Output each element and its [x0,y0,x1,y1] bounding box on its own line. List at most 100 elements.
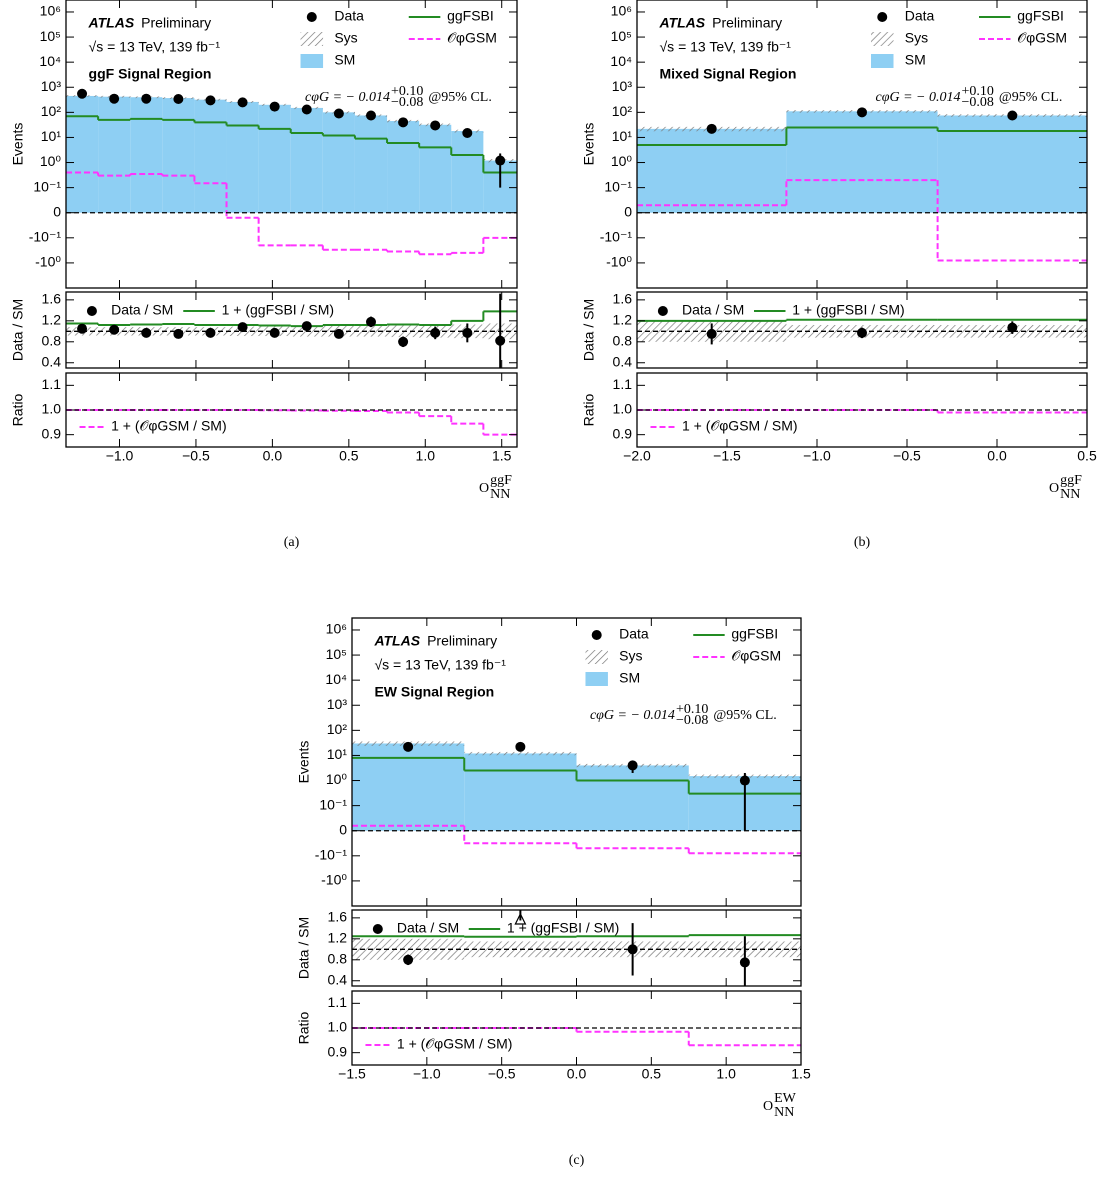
sm-bar [419,124,452,213]
y-axis-label: Data / SM [10,299,26,361]
x-tick-label: 1.5 [791,1066,811,1082]
y-tick-label: 0 [339,821,347,837]
x-tick-label: −1.5 [713,448,741,464]
status-label: Preliminary [141,15,211,31]
legend-label: Data / SM [397,920,459,936]
legend-marker [306,12,317,22]
x-axis-label: O [1049,481,1059,496]
data-point [706,328,717,339]
data-point [365,110,376,121]
y-tick-label: 1.2 [328,930,348,946]
y-tick-label: 10¹ [41,128,62,144]
legend-label: 𝒪φGSM [731,648,781,664]
x-tick-label: 0.5 [642,1066,662,1082]
sm-bar [637,128,787,213]
data-point [462,327,473,338]
y-tick-label: 0.8 [328,950,348,966]
y-tick-label: 0.9 [42,425,62,441]
annotation-up: +0.10 [961,84,993,99]
y-tick-label: 10⁴ [610,53,632,69]
x-tick-label: −0.5 [893,448,921,464]
y-tick-label: 10⁰ [40,153,62,169]
sys-band [464,751,577,756]
annotation-up: +0.10 [391,84,423,99]
experiment-label: ATLAS [88,15,135,31]
y-tick-label: 10⁵ [326,646,347,662]
legend-marker [591,630,602,640]
legend-label: 𝒪φGSM [1017,30,1067,46]
data-point [365,316,376,327]
y-tick-label: 10² [612,103,633,119]
x-tick-label: −0.5 [488,1066,516,1082]
status-label: Preliminary [427,633,497,649]
data-point [269,327,280,338]
x-tick-label: 0.0 [567,1066,587,1082]
annotation-cl: @95% CL. [713,708,776,723]
caption: (b) [854,535,871,550]
y-tick-label: 0.8 [42,332,62,348]
data-point [173,94,184,105]
y-tick-label: 10⁶ [40,3,61,19]
x-tick-label: 1.0 [716,1066,736,1082]
data-point [1007,110,1018,121]
y-tick-label: 10⁰ [326,771,348,787]
y-tick-label: 0.9 [613,425,633,441]
legend-label: ggFSBI [447,8,494,24]
data-point [739,775,750,786]
x-tick-label: −1.5 [338,1066,366,1082]
x-tick-label: −2.0 [623,448,651,464]
y-tick-label: 1.1 [613,376,633,392]
x-tick-label: −1.0 [106,448,134,464]
axes-frame [636,291,1088,369]
caption: (a) [284,535,300,550]
legend-label: 1 + (𝒪φGSM / SM) [111,418,227,434]
y-tick-label: 1.2 [42,312,62,328]
y-tick-label: -10⁰ [321,872,347,888]
y-tick-label: 10¹ [327,746,348,762]
legend-label: ggFSBI [731,626,778,642]
x-axis-label: O [763,1099,773,1114]
energy-label: √s = 13 TeV, 139 fb⁻¹ [660,39,792,55]
data-point [430,327,441,338]
region-label: EW Signal Region [374,684,494,700]
data-point [141,93,152,104]
legend-label: SM [905,52,926,68]
data-point [495,155,506,166]
legend-marker [86,306,97,316]
y-tick-label: 0 [53,203,61,219]
y-axis-label: Events [581,123,597,166]
annotation-cl: @95% CL. [999,90,1062,105]
data-point [333,108,344,119]
y-tick-label: 10⁴ [39,53,61,69]
data-point [1007,322,1018,333]
sm-bar [451,131,484,213]
legend-label: Data [905,8,935,24]
y-tick-label: 1.1 [42,376,62,392]
y-tick-label: 1.0 [613,401,633,417]
annotation-down: −0.08 [391,95,423,110]
y-axis-label: Events [10,123,26,166]
y-axis-label: Ratio [581,393,597,426]
annotation-down: −0.08 [961,95,993,110]
legend-label: 1 + (𝒪φGSM / SM) [397,1036,513,1052]
legend-label: 1 + (ggFSBI / SM) [792,302,904,318]
y-axis-label: Data / SM [296,917,312,979]
y-axis-label: Data / SM [581,299,597,361]
annotation: cφG = − 0.014 [590,708,675,723]
data-point [333,328,344,339]
legend-marker [657,306,668,316]
data-point [515,741,526,752]
y-axis-label: Ratio [296,1011,312,1044]
sm-bar [354,115,388,213]
x-tick-label: 1.5 [492,448,512,464]
data-point [301,321,312,332]
legend-label: Data / SM [111,302,173,318]
legend-label: 1 + (ggFSBI / SM) [222,302,334,318]
legend-marker [585,672,608,686]
y-tick-label: -10⁰ [35,254,61,270]
panel-main: 10⁶ 10⁵ 10⁴ 10³ 10² 10¹ 10⁰ 10⁻¹ 0 -10⁻¹ -10⁰ Event… [10,0,518,289]
y-tick-label: 10⁻¹ [319,796,347,812]
annotation-up: +0.10 [676,702,708,717]
y-tick-label: 1.6 [42,291,62,307]
